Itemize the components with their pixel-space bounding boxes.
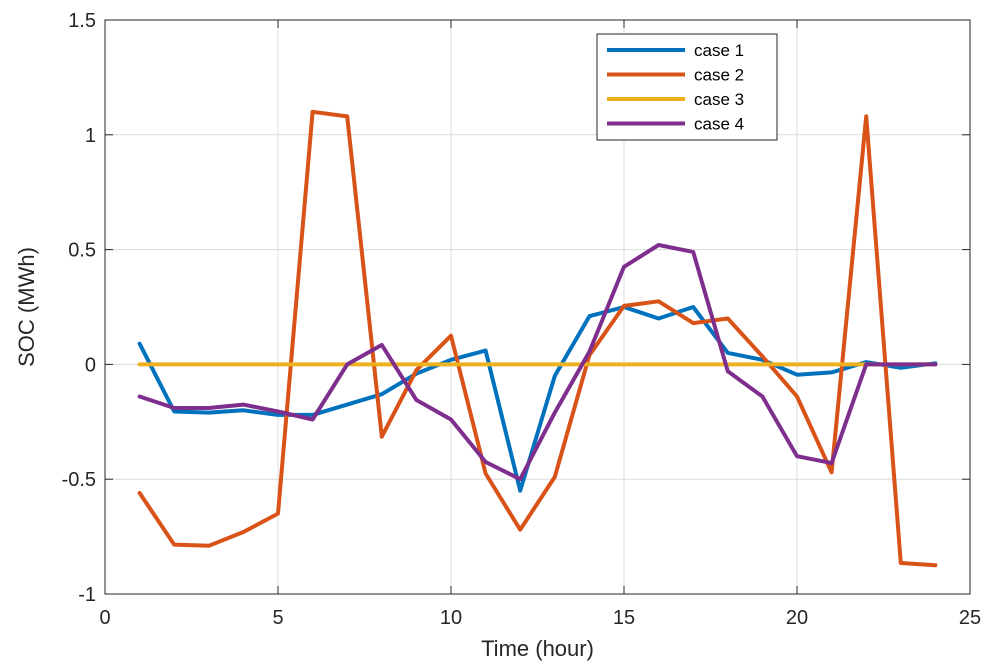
y-tick-label: 1 [85,125,96,147]
legend-label: case 3 [694,90,744,109]
axis-ticks: 0 5 10 15 20 25 -1 -0.5 0 0.5 1 1.5 [62,10,982,629]
legend: case 1 case 2 case 3 case 4 [596,33,778,141]
x-tick-label: 20 [786,607,808,629]
series-line-case-4 [137,243,938,482]
legend-label: case 2 [694,66,744,85]
y-tick-label: -1 [78,584,96,606]
x-axis-label: Time (hour) [481,636,594,661]
series-lines [137,109,938,568]
legend-label: case 4 [694,115,744,134]
x-tick-label: 15 [613,607,635,629]
x-tick-label: 0 [99,607,110,629]
x-tick-label: 5 [272,607,283,629]
plot-area [104,19,971,595]
y-axis-label: SOC (MWh) [14,247,39,367]
x-tick-label: 10 [440,607,462,629]
grid [104,19,971,595]
y-tick-label: 0.5 [68,240,96,262]
series-line-case-2 [137,109,938,568]
y-tick-label: 1.5 [68,10,96,32]
legend-label: case 1 [694,41,744,60]
y-tick-label: 0 [85,354,96,376]
x-tick-label: 25 [959,607,981,629]
series-line-case-1 [137,305,938,493]
y-tick-label: -0.5 [62,469,96,491]
